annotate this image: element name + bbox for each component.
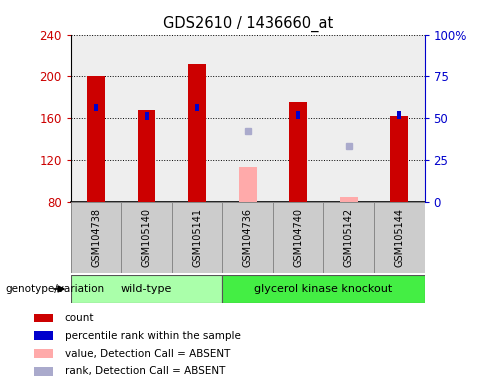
Bar [239,167,257,202]
Text: genotype/variation: genotype/variation [5,284,104,294]
Bar [144,113,148,120]
Bar [195,104,199,111]
Bar [87,76,105,202]
Bar [172,202,223,273]
Bar [71,202,122,273]
Text: GSM105140: GSM105140 [142,208,152,266]
Text: GSM105141: GSM105141 [192,208,202,266]
Text: GSM104736: GSM104736 [243,208,253,266]
Bar [273,202,324,273]
Text: rank, Detection Call = ABSENT: rank, Detection Call = ABSENT [64,366,225,376]
Bar [138,110,155,202]
Text: GSM104740: GSM104740 [293,208,303,266]
Bar [374,202,425,273]
Bar [71,275,223,303]
Bar [34,349,53,358]
Bar [390,116,408,202]
Bar [34,331,53,340]
Text: glycerol kinase knockout: glycerol kinase knockout [254,284,393,294]
Title: GDS2610 / 1436660_at: GDS2610 / 1436660_at [163,16,333,32]
Text: wild-type: wild-type [121,284,172,294]
Bar [94,104,98,111]
Bar [188,64,206,202]
Bar [223,202,273,273]
Text: GSM105142: GSM105142 [344,208,354,266]
Bar [223,275,425,303]
Bar [340,197,358,202]
Bar [324,202,374,273]
Text: count: count [64,313,94,323]
Text: GSM105144: GSM105144 [394,208,404,266]
Bar [34,367,53,376]
Text: value, Detection Call = ABSENT: value, Detection Call = ABSENT [64,349,230,359]
Bar [34,314,53,322]
Text: percentile rank within the sample: percentile rank within the sample [64,331,241,341]
Bar [289,103,307,202]
Bar [122,202,172,273]
Text: GSM104738: GSM104738 [91,208,101,266]
Bar [296,111,300,119]
Bar [397,111,401,119]
